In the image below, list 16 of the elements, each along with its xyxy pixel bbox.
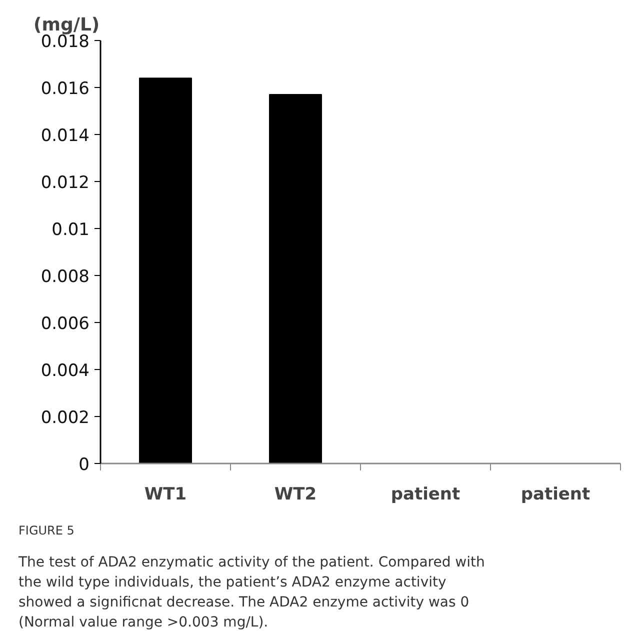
- x-tick-label: patient: [390, 484, 460, 504]
- y-tick-label: 0.006: [40, 314, 90, 334]
- y-tick-label: 0.004: [40, 361, 90, 381]
- y-tick-label: 0: [78, 455, 90, 475]
- x-tick-label: WT2: [274, 484, 317, 504]
- y-tick-label: 0.012: [40, 173, 90, 193]
- y-tick-label: 0.014: [40, 126, 90, 146]
- y-tick-label: 0.016: [40, 79, 90, 99]
- y-axis-title: (mg/L): [34, 14, 100, 36]
- y-tick-label: 0.002: [40, 408, 90, 428]
- x-tick-label: patient: [520, 484, 590, 504]
- x-tick-label: WT1: [144, 484, 187, 504]
- y-tick-label: 0.01: [52, 220, 90, 240]
- y-tick-label: 0.008: [40, 267, 90, 287]
- text: The test of ADA2 enzymatic activity of the patient. Compared with the wild type individuals, the patient’s ADA2 enzyme activity showed a significnat decrease. The ADA2 enzyme activity was 0 (Normal value range >0.003 mg/L).: [18, 554, 485, 630]
- caption: FIGURE 5: [18, 524, 74, 538]
